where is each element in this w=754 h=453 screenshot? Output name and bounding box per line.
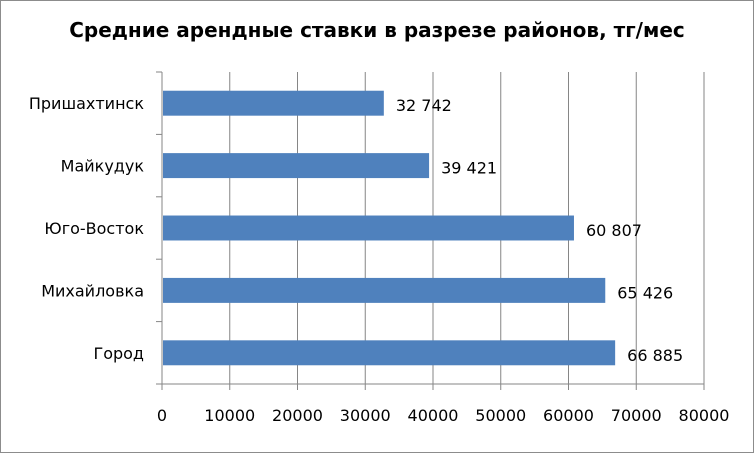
- category-labels: Пришахтинск Майкудук Юго-Восток Михайловка Г…: [29, 94, 144, 363]
- x-tick-label: 0: [157, 406, 167, 425]
- x-tick-label: 50000: [475, 406, 526, 425]
- axes: [156, 71, 705, 390]
- x-tick-label: 20000: [272, 406, 323, 425]
- bar: [163, 153, 430, 179]
- data-label: 66 885: [627, 346, 683, 365]
- bars: [163, 90, 616, 366]
- bar: [163, 340, 616, 366]
- data-label: 65 426: [617, 283, 673, 302]
- category-label: Юго-Восток: [44, 219, 144, 238]
- data-labels: 32 742 39 421 60 807 65 426 66 885: [396, 96, 683, 365]
- data-label: 60 807: [586, 221, 642, 240]
- data-label: 39 421: [441, 159, 497, 178]
- category-label: Пришахтинск: [29, 94, 144, 113]
- x-tick-label: 10000: [204, 406, 255, 425]
- bar: [163, 90, 384, 116]
- data-label: 32 742: [396, 96, 452, 115]
- x-tick-labels: 0 10000 20000 30000 40000 50000 60000 70000 8000…: [157, 406, 730, 425]
- x-tick-label: 30000: [340, 406, 391, 425]
- category-label: Михайловка: [41, 281, 144, 300]
- bar: [163, 215, 574, 241]
- category-label: Майкудук: [61, 157, 145, 176]
- x-tick-label: 60000: [543, 406, 594, 425]
- x-tick-label: 40000: [408, 406, 459, 425]
- category-label: Город: [93, 344, 144, 363]
- bar: [163, 277, 606, 303]
- x-tick-label: 80000: [679, 406, 730, 425]
- chart-title: Средние арендные ставки в разрезе районо…: [69, 18, 685, 42]
- x-tick-label: 70000: [611, 406, 662, 425]
